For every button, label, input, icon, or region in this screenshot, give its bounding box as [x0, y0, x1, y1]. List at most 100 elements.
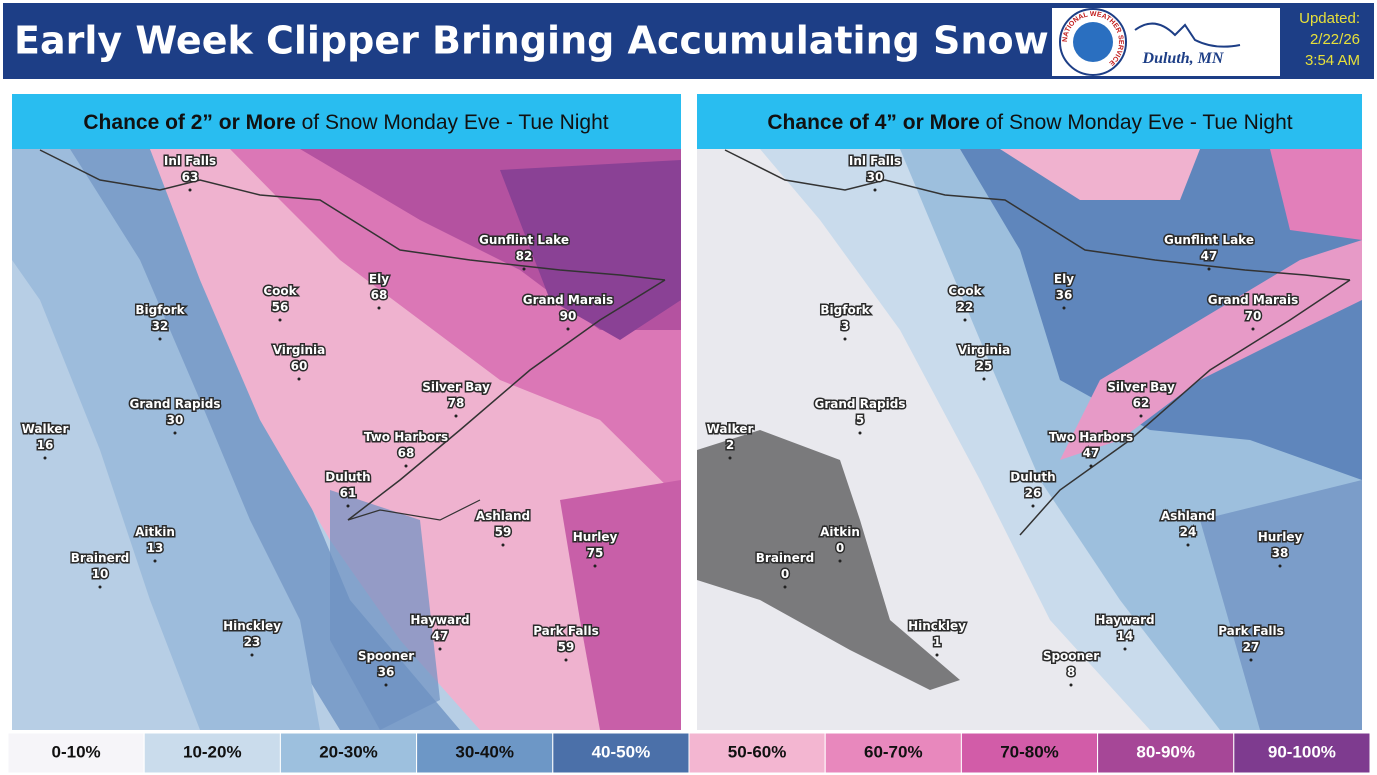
city-dot	[1251, 327, 1255, 331]
legend-label: 80-90%	[1136, 742, 1195, 761]
city-name: Inl Falls	[849, 154, 901, 168]
panel-title-bold: Chance of 4” or More	[767, 111, 979, 134]
city-dot	[1123, 647, 1127, 651]
city-dot	[250, 653, 254, 657]
city-name: Hayward	[410, 613, 469, 627]
city-name: Walker	[22, 422, 69, 436]
city-name: Silver Bay	[1107, 380, 1175, 394]
city-value: 59	[495, 525, 512, 539]
title: Early Week Clipper Bringing Accumulating…	[14, 19, 1049, 63]
city-value: 0	[836, 541, 844, 555]
city-dot	[346, 504, 350, 508]
city-dot	[297, 377, 301, 381]
city-dot	[173, 431, 177, 435]
city-name: Two Harbors	[1049, 430, 1133, 444]
city-value: 61	[340, 486, 357, 500]
city-dot	[858, 431, 862, 435]
city-name: Duluth	[1010, 470, 1055, 484]
city-value: 0	[781, 567, 789, 581]
city-value: 30	[167, 413, 184, 427]
city-value: 47	[1201, 249, 1218, 263]
legend-label: 40-50%	[592, 742, 651, 761]
city-dot	[566, 327, 570, 331]
city-value: 60	[291, 359, 308, 373]
city-dot	[1278, 564, 1282, 568]
city-value: 5	[856, 413, 864, 427]
city-name: Ely	[369, 272, 389, 286]
city-value: 82	[516, 249, 533, 263]
city-dot	[593, 564, 597, 568]
city-name: Park Falls	[533, 624, 599, 638]
legend-swatch	[1233, 732, 1371, 774]
city-name: Park Falls	[1218, 624, 1284, 638]
city-name: Cook	[948, 284, 982, 298]
city-value: 1	[933, 635, 941, 649]
city-value: 23	[244, 635, 261, 649]
legend-label: 0-10%	[52, 742, 101, 761]
city-dot	[1031, 504, 1035, 508]
legend-swatch	[1097, 732, 1235, 774]
city-value: 2	[726, 438, 734, 452]
city-dot	[522, 267, 526, 271]
city-dot	[278, 318, 282, 322]
legend-swatch	[7, 732, 145, 774]
legend-swatch	[824, 732, 962, 774]
city-dot	[1139, 414, 1143, 418]
city-value: 38	[1272, 546, 1289, 560]
city-value: 32	[152, 319, 169, 333]
city-name: Two Harbors	[364, 430, 448, 444]
logo-icon	[1134, 22, 1241, 48]
city-dot	[1186, 543, 1190, 547]
city-dot	[158, 337, 162, 341]
panel-title-bold: Chance of 2” or More	[83, 111, 295, 134]
city-name: Grand Rapids	[130, 397, 221, 411]
city-dot	[982, 377, 986, 381]
city-value: 68	[371, 288, 388, 302]
city-value: 3	[841, 319, 849, 333]
city-value: 30	[867, 170, 884, 184]
legend-swatch	[552, 732, 690, 774]
city-value: 36	[1056, 288, 1073, 302]
panel-title: Chance of 2” or More of Snow Monday Eve …	[83, 111, 608, 134]
legend-swatch	[416, 732, 554, 774]
city-name: Virginia	[273, 343, 326, 357]
panel-header	[697, 94, 1362, 149]
city-dot	[438, 647, 442, 651]
city-name: Hinckley	[223, 619, 281, 633]
updated-date: 2/22/26	[1310, 31, 1360, 48]
city-dot	[153, 559, 157, 563]
city-dot	[501, 543, 505, 547]
city-name: Aitkin	[135, 525, 175, 539]
city-name: Ashland	[1161, 509, 1215, 523]
city-name: Walker	[707, 422, 754, 436]
city-name: Bigfork	[135, 303, 185, 317]
city-name: Inl Falls	[164, 154, 216, 168]
city-dot	[963, 318, 967, 322]
city-value: 36	[378, 665, 395, 679]
city-value: 75	[587, 546, 604, 560]
city-name: Duluth	[325, 470, 370, 484]
city-dot	[783, 585, 787, 589]
map	[12, 149, 681, 730]
city-name: Cook	[263, 284, 297, 298]
city-name: Spooner	[358, 649, 414, 663]
legend-swatch	[688, 732, 826, 774]
city-name: Silver Bay	[422, 380, 490, 394]
city-name: Gunflint Lake	[479, 233, 569, 247]
city-value: 63	[182, 170, 199, 184]
city-dot	[1249, 658, 1253, 662]
city-name: Grand Marais	[523, 293, 614, 307]
city-dot	[43, 456, 47, 460]
city-dot	[1207, 267, 1211, 271]
city-name: Ashland	[476, 509, 530, 523]
city-dot	[377, 306, 381, 310]
city-value: 16	[37, 438, 54, 452]
city-dot	[404, 464, 408, 468]
office: Duluth, MN	[1142, 50, 1225, 67]
city-dot	[1069, 683, 1073, 687]
city-name: Hurley	[573, 530, 618, 544]
city-name: Grand Rapids	[815, 397, 906, 411]
updated-label: Updated:	[1299, 10, 1360, 27]
city-value: 27	[1243, 640, 1260, 654]
